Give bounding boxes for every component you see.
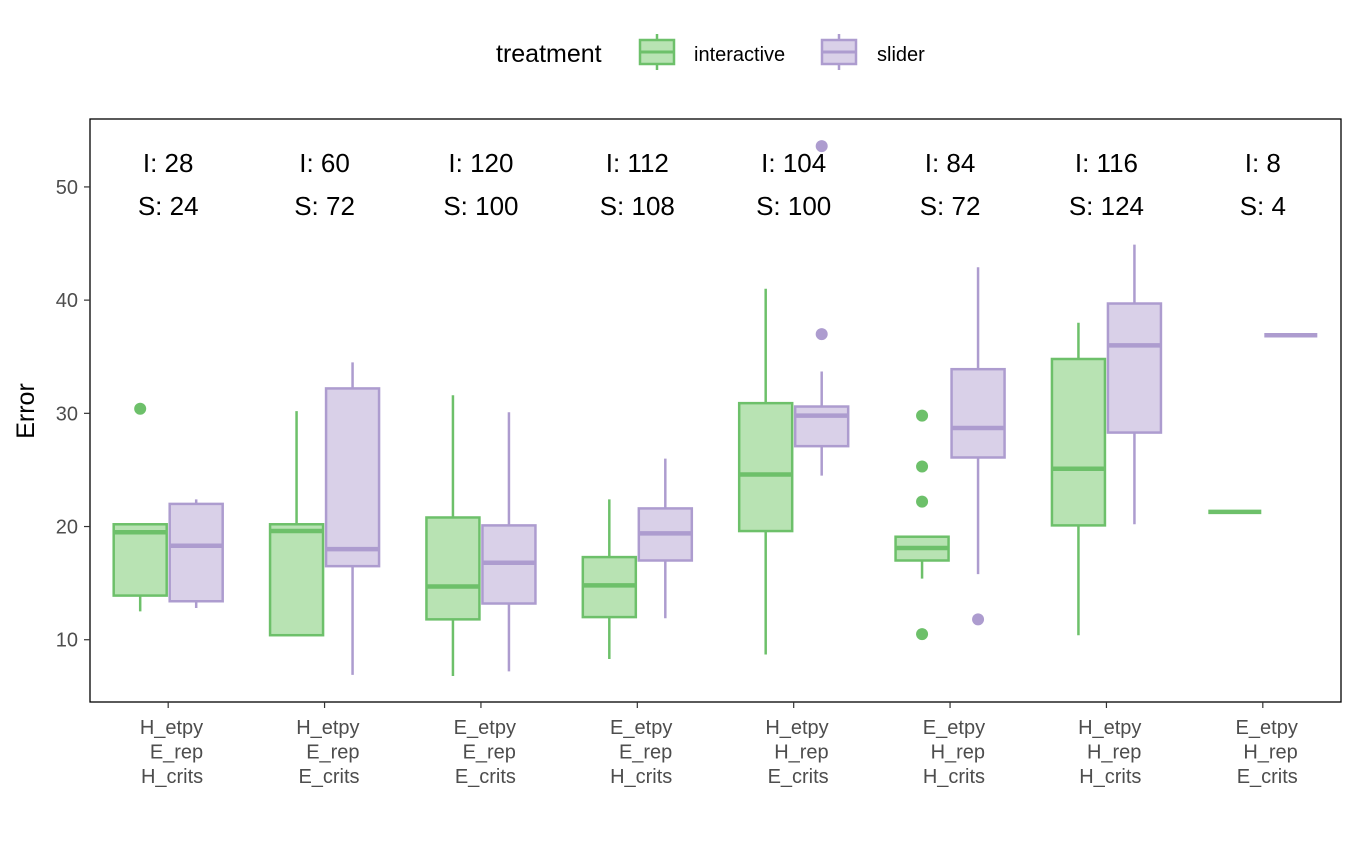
count-label-interactive: I: 8 (1245, 148, 1281, 178)
x-tick-label: H_etpy E_rep H_crits (140, 717, 203, 788)
box-iqr (168, 502, 224, 603)
box-interactive-5 (737, 288, 794, 655)
box-interactive-4 (581, 499, 638, 659)
count-label-interactive: I: 84 (925, 148, 976, 178)
x-tick-label: H_etpy E_rep E_crits (296, 717, 359, 788)
count-label-interactive: I: 120 (448, 148, 513, 178)
box-iqr (112, 523, 168, 597)
box-slider-3 (481, 412, 537, 672)
x-axis: H_etpy E_rep H_crits H_etpy E_rep E_crits E_et… (140, 702, 1298, 788)
outlier-point (916, 495, 929, 508)
y-axis: 10 20 30 40 50 (56, 177, 90, 652)
box-slider-2 (324, 362, 381, 675)
legend-label-slider: slider (877, 44, 925, 66)
outlier-point (815, 328, 828, 341)
count-label-slider: S: 72 (294, 191, 355, 221)
legend-title: treatment (496, 40, 602, 68)
y-tick-label: 10 (56, 630, 78, 652)
count-label-slider: S: 100 (443, 191, 518, 221)
count-label-slider: S: 108 (600, 191, 675, 221)
box-interactive-7 (1050, 322, 1107, 636)
legend-key-slider (820, 34, 858, 70)
count-label-interactive: I: 60 (299, 148, 350, 178)
box-slider-7 (1106, 244, 1163, 525)
x-tick-label: E_etpy E_rep H_crits (610, 717, 672, 788)
y-tick-label: 50 (56, 177, 78, 199)
box-iqr (1106, 302, 1163, 434)
count-label-interactive: I: 104 (761, 148, 826, 178)
box-iqr (950, 367, 1006, 459)
outlier-point (134, 402, 147, 415)
y-tick-label: 40 (56, 290, 78, 312)
box-slider-1 (168, 499, 224, 609)
box-iqr (737, 401, 794, 533)
x-tick-label: E_etpy H_rep E_crits (1236, 717, 1298, 788)
legend: treatment interactive slider (496, 34, 925, 70)
outlier-point (972, 613, 985, 626)
y-tick-label: 30 (56, 403, 78, 425)
box-slider-5 (793, 140, 850, 476)
box-interactive-1 (112, 402, 168, 612)
outlier-point (916, 409, 929, 422)
outlier-point (916, 628, 929, 641)
count-label-interactive: I: 28 (143, 148, 194, 178)
plot-panel (89, 118, 1342, 703)
y-axis-title: Error (12, 383, 40, 439)
count-label-interactive: I: 112 (606, 148, 669, 178)
x-tick-label: E_etpy H_rep H_crits (923, 717, 985, 788)
x-tick-label: H_etpy H_rep E_crits (765, 717, 828, 788)
box-iqr (1050, 357, 1107, 527)
count-label-interactive: I: 116 (1075, 148, 1138, 178)
count-label-slider: S: 4 (1240, 191, 1286, 221)
count-label-slider: S: 24 (138, 191, 199, 221)
y-tick-label: 20 (56, 517, 78, 539)
box-slider-4 (637, 458, 694, 619)
box-iqr (793, 405, 850, 448)
box-interactive-6 (894, 409, 950, 641)
count-labels: I: 28 S: 24 I: 60 S: 72 I: 120 S: 100 I: 112 S:… (138, 148, 1286, 221)
legend-label-interactive: interactive (694, 44, 785, 66)
outlier-point (815, 140, 828, 153)
box-iqr (425, 516, 481, 621)
boxes-layer (112, 140, 1318, 676)
x-tick-label: H_etpy H_rep H_crits (1078, 717, 1141, 788)
outlier-point (916, 460, 929, 473)
box-interactive-2 (268, 411, 325, 637)
box-slider-6 (950, 267, 1006, 626)
count-label-slider: S: 72 (920, 191, 981, 221)
count-label-slider: S: 100 (756, 191, 831, 221)
box-iqr (324, 387, 381, 568)
box-iqr (268, 523, 325, 637)
box-interactive-3 (425, 395, 481, 676)
count-label-slider: S: 124 (1069, 191, 1144, 221)
legend-key-interactive (638, 34, 676, 70)
x-tick-label: E_etpy E_rep E_crits (454, 717, 516, 788)
